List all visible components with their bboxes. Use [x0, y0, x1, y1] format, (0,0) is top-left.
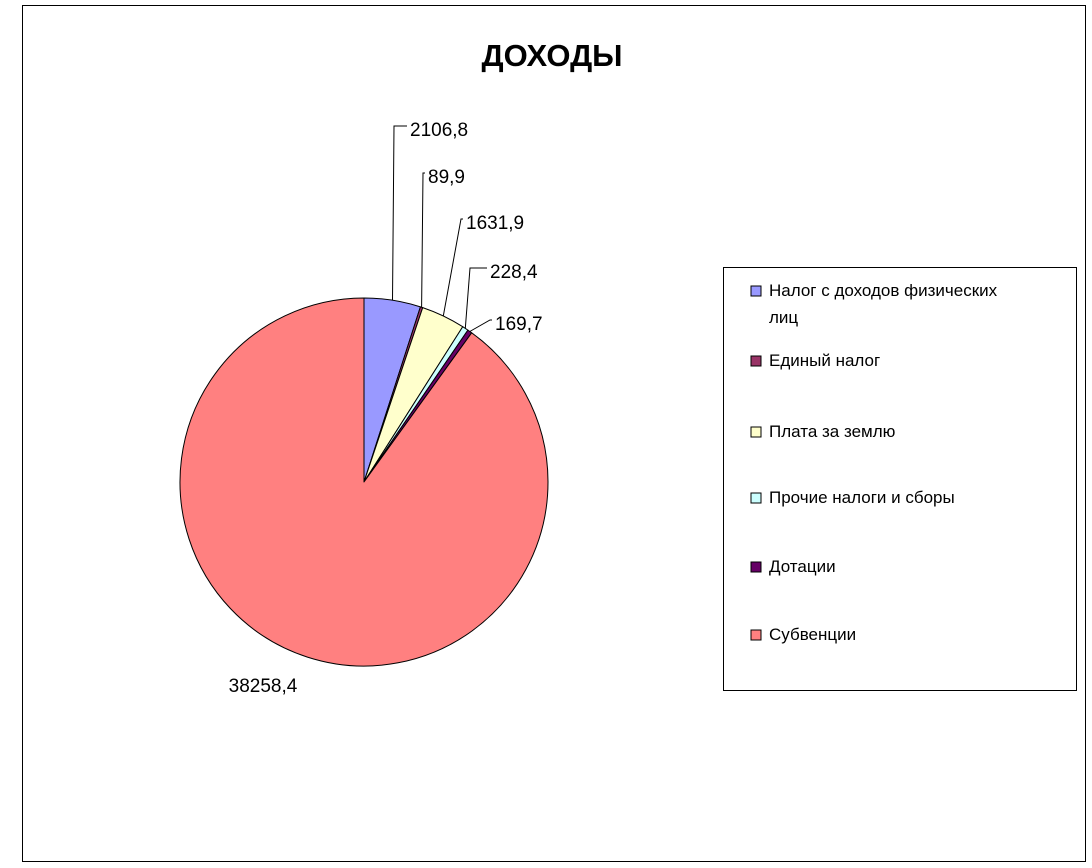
data-label-3: 1631,9	[466, 213, 524, 234]
data-label-2: 89,9	[428, 167, 465, 188]
legend-swatch-5	[750, 561, 762, 573]
pie	[179, 297, 549, 667]
data-label-6: 38258,4	[229, 676, 298, 697]
pie-slice-6	[179, 297, 549, 667]
leader-line-5	[469, 319, 492, 332]
data-label-1: 2106,8	[410, 120, 468, 141]
legend-label-6: Субвенции	[769, 625, 856, 644]
legend-swatch-6	[750, 629, 762, 641]
legend-label-1: Налог с доходов физических лиц	[769, 281, 998, 327]
legend-swatch-2	[750, 355, 762, 367]
legend-swatch-3	[750, 426, 762, 438]
chart-title: ДОХОДЫ	[481, 38, 622, 73]
data-labels: 2106,8 89,9 1631,9 228,4 169,7 38258,4	[229, 120, 543, 697]
data-label-4: 228,4	[490, 262, 538, 283]
legend-swatch-1	[750, 285, 762, 297]
legend-box	[723, 267, 1077, 691]
legend-label-2: Единый налог	[769, 351, 880, 370]
leader-line-1	[392, 125, 407, 301]
leader-line-4	[464, 267, 487, 329]
legend: Налог с доходов физических лиц Единый нало…	[723, 267, 1077, 691]
legend-label-4: Прочие налоги и сборы	[769, 488, 955, 507]
legend-label-5: Дотации	[769, 557, 836, 576]
leader-line-3	[442, 218, 463, 317]
legend-swatch-4	[750, 492, 762, 504]
leader-line-2	[421, 172, 425, 308]
legend-label-3: Плата за землю	[769, 422, 896, 441]
data-label-5: 169,7	[495, 314, 543, 335]
